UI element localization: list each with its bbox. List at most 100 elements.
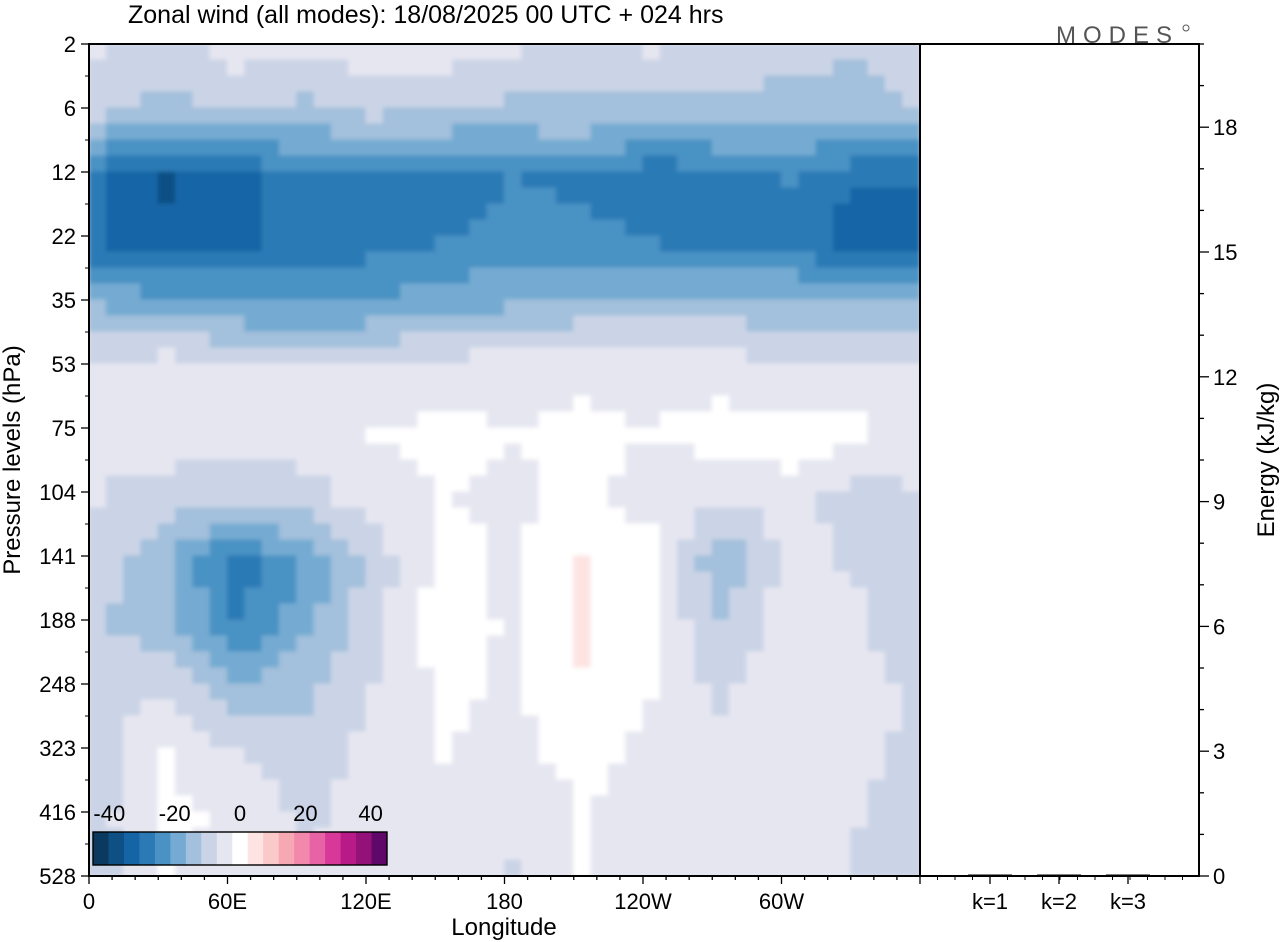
field-cell	[140, 283, 159, 301]
field-cell	[729, 363, 748, 381]
field-cell	[452, 459, 471, 477]
field-cell	[140, 395, 159, 413]
field-cell	[330, 171, 350, 189]
energy-bars: k=1 k=2 k=3	[919, 874, 1183, 914]
colorbar-swatch	[201, 832, 218, 865]
field-cell	[486, 347, 505, 365]
field-cell	[763, 91, 782, 109]
field-cell	[348, 315, 367, 333]
field-cell	[902, 619, 920, 637]
field-cell	[902, 91, 920, 109]
field-cell	[659, 603, 679, 621]
field-cell	[157, 459, 177, 477]
field-cell	[452, 683, 471, 701]
field-cell	[105, 171, 125, 189]
field-cell	[625, 795, 644, 813]
field-cell	[573, 603, 592, 621]
field-cell	[89, 459, 107, 477]
field-cell	[140, 139, 159, 157]
field-cell	[902, 171, 920, 189]
field-cell	[123, 539, 142, 557]
field-cell	[157, 811, 177, 829]
field-cell	[798, 91, 817, 109]
field-cell	[538, 219, 557, 237]
field-cell	[227, 539, 246, 557]
field-cell	[573, 699, 592, 717]
field-cell	[261, 571, 280, 589]
field-cell	[417, 379, 436, 397]
field-cell	[798, 603, 817, 621]
field-cell	[832, 651, 852, 669]
field-cell	[729, 619, 748, 637]
field-cell	[884, 795, 904, 813]
field-cell	[417, 139, 436, 157]
field-cell	[382, 587, 402, 605]
field-cell	[729, 171, 748, 189]
field-cell	[175, 587, 194, 605]
field-cell	[192, 811, 211, 829]
field-cell	[850, 715, 869, 733]
field-cell	[348, 171, 367, 189]
field-cell	[711, 44, 731, 61]
field-cell	[382, 539, 402, 557]
field-cell	[469, 523, 488, 541]
field-cell	[850, 763, 869, 781]
field-cell	[590, 635, 609, 653]
field-cell	[711, 491, 731, 509]
field-cell	[538, 811, 557, 829]
field-cell	[313, 619, 332, 637]
field-cell	[330, 395, 350, 413]
field-cell	[815, 715, 834, 733]
field-cell	[659, 411, 679, 429]
field-cell	[781, 667, 800, 685]
colorbar-swatch	[263, 832, 280, 865]
field-cell	[815, 731, 834, 749]
field-cell	[382, 283, 402, 301]
field-cell	[469, 795, 488, 813]
field-cell	[642, 267, 661, 285]
field-cell	[296, 363, 315, 381]
field-cell	[89, 475, 107, 493]
field-cell	[89, 203, 107, 221]
field-cell	[677, 107, 696, 125]
field-cell	[140, 779, 159, 797]
field-cell	[330, 699, 350, 717]
field-cell	[607, 107, 627, 125]
field-cell	[763, 219, 782, 237]
field-cell	[781, 315, 800, 333]
field-cell	[417, 331, 436, 349]
field-cell	[330, 491, 350, 509]
field-cell	[867, 44, 886, 61]
field-cell	[815, 747, 834, 765]
field-cell	[278, 699, 298, 717]
field-cell	[365, 571, 384, 589]
field-cell	[434, 523, 454, 541]
field-cell	[711, 267, 731, 285]
field-cell	[123, 715, 142, 733]
field-cell	[642, 507, 661, 525]
y-tick-label: 188	[39, 608, 76, 633]
field-cell	[400, 491, 419, 509]
field-cell	[486, 811, 505, 829]
field-cell	[884, 315, 904, 333]
field-cell	[555, 219, 575, 237]
field-cell	[434, 411, 454, 429]
field-cell	[573, 44, 592, 61]
field-cell	[763, 395, 782, 413]
field-cell	[209, 443, 228, 461]
field-cell	[781, 395, 800, 413]
field-cell	[504, 747, 523, 765]
field-cell	[157, 171, 177, 189]
field-cell	[763, 299, 782, 317]
field-cell	[382, 811, 402, 829]
field-cell	[555, 571, 575, 589]
field-cell	[625, 171, 644, 189]
field-cell	[105, 395, 125, 413]
field-cell	[694, 523, 713, 541]
field-cell	[157, 667, 177, 685]
y-tick-label: 141	[39, 544, 76, 569]
y-tick-label: 2	[64, 32, 76, 57]
field-cell	[209, 571, 228, 589]
field-cell	[244, 155, 263, 173]
field-cell	[89, 315, 107, 333]
